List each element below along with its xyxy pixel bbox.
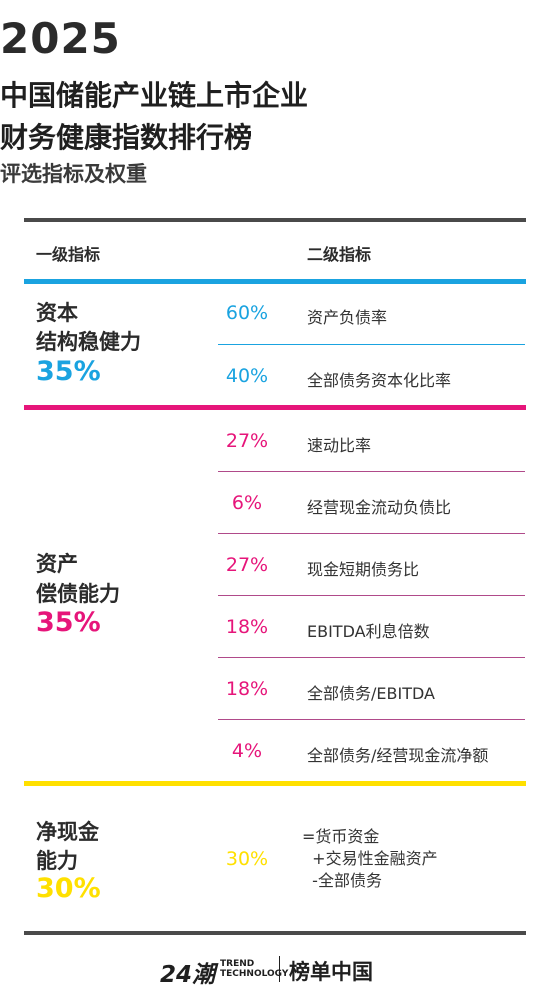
column-header-level1: 一级指标 xyxy=(36,245,101,264)
metric-label: 全部债务/EBITDA xyxy=(307,684,435,703)
row-divider xyxy=(218,657,525,658)
metric-label: 全部债务/经营现金流净额 xyxy=(307,746,489,765)
formula-line: -全部债务 xyxy=(302,871,382,890)
metric-weight: 60% xyxy=(225,302,269,324)
net-cash-formula: =货币资金 +交易性金融资产 -全部债务 xyxy=(302,826,438,892)
metric-label: 经营现金流动负债比 xyxy=(307,498,452,517)
section-3-name-line1: 净现金 xyxy=(36,820,99,844)
section-2-name-line1: 资产 xyxy=(36,552,78,576)
metric-weight: 40% xyxy=(225,365,269,387)
metric-label: EBITDA利息倍数 xyxy=(307,622,430,641)
section-divider-blue xyxy=(24,279,526,284)
formula-line: +交易性金融资产 xyxy=(302,849,438,868)
metric-label: 现金短期债务比 xyxy=(307,560,420,579)
subtitle: 评选指标及权重 xyxy=(0,162,147,186)
metric-weight: 27% xyxy=(225,554,269,576)
row-divider xyxy=(218,533,525,534)
section-divider-magenta xyxy=(24,405,526,410)
bottom-divider xyxy=(24,931,526,935)
metric-weight: 18% xyxy=(225,616,269,638)
logo-separator xyxy=(279,956,280,982)
section-1-name-line2: 结构稳健力 xyxy=(36,330,141,354)
section-3-weight: 30% xyxy=(36,873,101,904)
section-1-weight: 35% xyxy=(36,356,101,387)
metric-weight: 6% xyxy=(231,492,263,514)
row-divider xyxy=(218,471,525,472)
formula-line: =货币资金 xyxy=(302,827,380,846)
row-divider xyxy=(218,719,525,720)
trend-technology-logo: TREND TECHNOLOGY xyxy=(220,959,288,979)
metric-weight: 30% xyxy=(225,848,269,870)
row-divider xyxy=(218,595,525,596)
title-line-2: 财务健康指数排行榜 xyxy=(0,121,253,154)
top-divider xyxy=(24,218,526,222)
trend-text: TREND xyxy=(220,959,255,969)
column-header-level2: 二级指标 xyxy=(307,245,372,264)
title-line-1: 中国储能产业链上市企业 xyxy=(0,79,309,112)
technology-text: TECHNOLOGY xyxy=(220,969,289,979)
section-2-weight: 35% xyxy=(36,607,101,638)
metric-weight: 18% xyxy=(225,678,269,700)
footer-logos: 24潮 TREND TECHNOLOGY 榜单中国 xyxy=(0,952,550,988)
section-1-name-line1: 资本 xyxy=(36,301,78,325)
section-3-name-line2: 能力 xyxy=(36,849,78,873)
metric-weight: 27% xyxy=(225,430,269,452)
report-year: 2025 xyxy=(0,14,121,63)
section-2-name-line2: 偿债能力 xyxy=(36,582,120,606)
metric-label: 速动比率 xyxy=(307,436,372,455)
24chao-logo: 24潮 xyxy=(160,962,216,988)
section-divider-yellow xyxy=(24,781,526,786)
metric-weight: 4% xyxy=(231,740,263,762)
bangdan-china-logo: 榜单中国 xyxy=(289,960,373,984)
metric-label: 全部债务资本化比率 xyxy=(307,371,452,390)
metric-label: 资产负债率 xyxy=(307,308,388,327)
row-divider xyxy=(218,344,525,345)
